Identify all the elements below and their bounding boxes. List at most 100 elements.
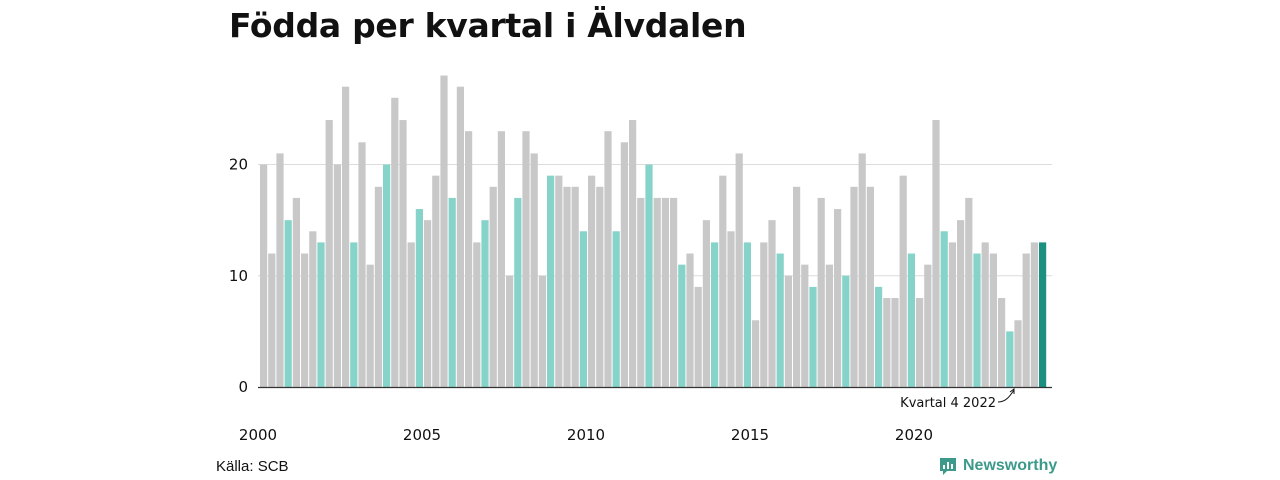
bar <box>711 242 719 387</box>
bar <box>661 197 669 387</box>
bar <box>374 186 382 387</box>
bar <box>555 175 563 387</box>
bar <box>670 197 678 387</box>
bar <box>727 231 735 387</box>
bar <box>842 275 850 387</box>
bar <box>383 164 391 387</box>
bar <box>1039 242 1047 387</box>
bar <box>620 142 628 387</box>
bar <box>989 253 997 387</box>
bar <box>940 231 948 387</box>
bar <box>924 264 932 387</box>
bar <box>579 231 587 387</box>
bar <box>1022 253 1030 387</box>
annotation-arrow <box>997 389 1015 403</box>
x-tick-label: 2010 <box>567 426 605 444</box>
bar <box>292 197 300 387</box>
y-tick-label: 10 <box>229 267 248 285</box>
bar <box>497 131 505 387</box>
bar <box>784 275 792 387</box>
bar <box>948 242 956 387</box>
bar <box>957 220 965 387</box>
bar <box>481 220 489 387</box>
annotation-arrowhead <box>1009 388 1015 394</box>
bar <box>465 131 473 387</box>
bar <box>817 197 825 387</box>
bar <box>358 142 366 387</box>
bar <box>571 186 579 387</box>
bar <box>440 75 448 387</box>
x-tick-label: 2015 <box>731 426 769 444</box>
bar <box>333 164 341 387</box>
source-note: Källa: SCB <box>216 458 289 475</box>
bar <box>260 164 268 387</box>
bar <box>752 320 760 387</box>
bar <box>801 264 809 387</box>
brand-logo: Newsworthy <box>938 456 1057 476</box>
bar <box>448 197 456 387</box>
bar <box>899 175 907 387</box>
bar <box>350 242 358 387</box>
bar <box>825 264 833 387</box>
bar <box>875 286 883 387</box>
bar <box>768 220 776 387</box>
bar <box>686 253 694 387</box>
x-tick-label: 2020 <box>895 426 933 444</box>
chart-title: Födda per kvartal i Älvdalen <box>229 6 747 45</box>
bar <box>301 253 309 387</box>
newsworthy-logo-icon <box>940 458 956 475</box>
bar <box>809 286 817 387</box>
y-tick-label: 0 <box>238 378 248 396</box>
x-tick-label: 2000 <box>239 426 277 444</box>
latest-annotation: Kvartal 4 2022 <box>900 388 1015 411</box>
bar <box>284 220 292 387</box>
bar <box>858 153 866 387</box>
bar <box>760 242 768 387</box>
bar <box>514 197 522 387</box>
bar <box>973 253 981 387</box>
bar <box>612 231 620 387</box>
bar <box>522 131 530 387</box>
bar <box>850 186 858 387</box>
bar <box>694 286 702 387</box>
bar <box>793 186 801 387</box>
bar <box>415 209 423 387</box>
bar <box>719 175 727 387</box>
bar <box>456 86 464 388</box>
bar <box>506 275 514 387</box>
bar <box>432 175 440 387</box>
bar <box>776 253 784 387</box>
bar <box>932 120 940 388</box>
bar <box>735 153 743 387</box>
annotation-label: Kvartal 4 2022 <box>900 396 996 411</box>
brand-name: Newsworthy <box>963 457 1058 474</box>
bar <box>399 120 407 388</box>
bar <box>424 220 432 387</box>
bar <box>473 242 481 387</box>
bar <box>366 264 374 387</box>
bar <box>678 264 686 387</box>
bar <box>309 231 317 387</box>
bar <box>653 197 661 387</box>
bar <box>743 242 751 387</box>
bar <box>629 120 637 388</box>
bar <box>998 298 1006 387</box>
bar <box>489 186 497 387</box>
bars <box>260 75 1047 388</box>
bar <box>965 197 973 387</box>
bar <box>702 220 710 387</box>
bar <box>268 253 276 387</box>
bar <box>981 242 989 387</box>
bar <box>604 131 612 387</box>
bar <box>1014 320 1022 387</box>
bar <box>637 197 645 387</box>
bar <box>1030 242 1038 387</box>
y-axis-ticks: 0 10 20 <box>229 156 248 396</box>
bar <box>391 97 399 387</box>
bar <box>596 186 604 387</box>
bar <box>916 298 924 387</box>
bar <box>342 86 350 388</box>
bar <box>645 164 653 387</box>
x-tick-label: 2005 <box>403 426 441 444</box>
